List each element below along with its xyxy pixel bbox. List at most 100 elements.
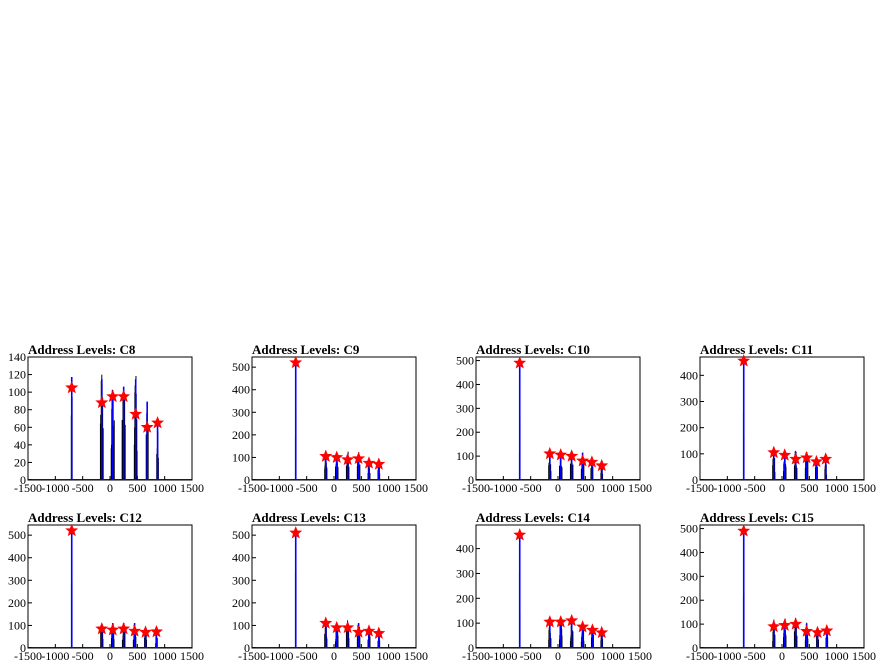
x-tick-label: 1000	[601, 649, 625, 663]
x-tick-label: 1500	[404, 481, 428, 495]
chart-panel-7: Address Levels: C15 -1500 -1000 -500 0 500 100…	[680, 510, 876, 663]
histogram-peak	[742, 530, 745, 648]
y-tick-label: 60	[14, 420, 26, 434]
y-tick-label: 100	[8, 385, 26, 399]
y-tick-label: 100	[456, 449, 474, 463]
y-tick-label: 400	[8, 551, 26, 565]
histogram-peak	[600, 463, 604, 480]
x-tick-label: -1500	[686, 649, 714, 663]
x-tick-label: -1500	[238, 481, 266, 495]
y-tick-label: 500	[680, 522, 698, 536]
x-tick-label: 500	[800, 481, 818, 495]
x-tick-label: -1000	[265, 481, 293, 495]
peak-marker	[800, 450, 814, 464]
x-tick-label: -1000	[265, 649, 293, 663]
panel-title: Address Levels: C13	[252, 510, 366, 525]
x-tick-label: 500	[128, 481, 146, 495]
peak-marker	[106, 389, 120, 403]
y-tick-label: 80	[14, 403, 26, 417]
histogram-peak	[569, 456, 574, 480]
y-tick-label: 500	[232, 528, 250, 542]
peak-marker	[330, 450, 344, 463]
y-tick-label: 20	[14, 455, 26, 469]
histogram-peak	[294, 532, 297, 648]
histogram-peak	[110, 389, 115, 480]
x-tick-label: -500	[520, 649, 542, 663]
chart-panel-6: Address Levels: C14 -1500 -1000 -500 0 500 100…	[456, 510, 652, 663]
y-tick-label: 200	[8, 596, 26, 610]
y-tick-label: 100	[680, 617, 698, 631]
peak-marker	[319, 616, 333, 629]
peak-marker	[150, 625, 163, 638]
histogram-peak	[121, 386, 126, 480]
histogram-peak	[569, 619, 574, 648]
peak-marker	[513, 528, 527, 541]
plot-frame	[699, 356, 865, 481]
x-tick-label: 1500	[628, 481, 652, 495]
panel-title: Address Levels: C10	[476, 342, 590, 357]
panel-title: Address Levels: C14	[476, 510, 590, 525]
y-tick-label: 400	[680, 368, 698, 382]
peak-marker	[565, 449, 579, 462]
x-tick-label: 0	[555, 481, 561, 495]
x-tick-label: 0	[331, 649, 337, 663]
x-tick-label: -500	[72, 481, 94, 495]
x-tick-label: -1000	[713, 481, 741, 495]
x-tick-label: 1000	[377, 649, 401, 663]
chart-panel-0: Address Levels: C8-1500 -1000 -500 0 500 1000…	[8, 342, 204, 495]
x-tick-label: 1000	[825, 481, 849, 495]
x-tick-label: 0	[107, 649, 113, 663]
peak-marker	[819, 452, 833, 465]
y-tick-label: 0	[244, 473, 250, 487]
y-tick-label: 200	[232, 596, 250, 610]
x-tick-label: 0	[331, 481, 337, 495]
peak-marker	[341, 620, 355, 634]
y-tick-label: 400	[456, 542, 474, 556]
plot-frame	[475, 356, 641, 481]
peak-marker	[117, 621, 131, 635]
panel-title: Address Levels: C12	[28, 510, 142, 525]
peak-marker	[585, 623, 599, 636]
plot-frame	[475, 524, 641, 649]
y-tick-label: 40	[14, 438, 26, 452]
x-tick-label: 500	[576, 649, 594, 663]
peak-marker	[737, 354, 751, 367]
y-tick-label: 200	[232, 428, 250, 442]
x-tick-label: -1000	[713, 649, 741, 663]
y-tick-label: 200	[680, 421, 698, 435]
x-tick-label: 1500	[180, 649, 204, 663]
x-tick-label: -1500	[14, 481, 42, 495]
peak-marker	[513, 356, 527, 369]
histogram-peak	[70, 376, 73, 480]
x-tick-label: 1000	[601, 481, 625, 495]
histogram-peak	[121, 623, 126, 648]
y-tick-label: 120	[8, 368, 26, 382]
peak-marker	[289, 526, 303, 539]
peak-marker	[767, 445, 781, 459]
histogram-peak	[133, 375, 138, 480]
x-tick-label: 1500	[404, 649, 428, 663]
y-tick-label: 300	[680, 569, 698, 583]
y-tick-label: 100	[8, 618, 26, 632]
peak-marker	[789, 617, 803, 630]
chart-panel-4: Address Levels: C12 -1500 -1000 -500 0 500 100…	[8, 510, 204, 663]
x-tick-label: 1500	[852, 481, 876, 495]
y-tick-label: 100	[456, 616, 474, 630]
plot-frame	[27, 356, 193, 481]
histogram-peak	[324, 456, 328, 480]
x-tick-label: -500	[296, 481, 318, 495]
y-tick-label: 400	[680, 545, 698, 559]
peak-marker	[140, 420, 154, 433]
chart-panel-1: Address Levels: C9-1500 -1000 -500 0 500 1000…	[232, 342, 428, 495]
x-tick-label: -1000	[489, 481, 517, 495]
peak-marker	[789, 452, 803, 465]
peak-marker	[95, 395, 109, 409]
peak-marker	[352, 625, 366, 638]
y-tick-label: 0	[20, 473, 26, 487]
chart-panel-3: Address Levels: C11 -1500 -1000 -500 0 500 100…	[680, 342, 876, 495]
y-tick-label: 300	[680, 394, 698, 408]
y-tick-label: 200	[456, 591, 474, 605]
x-tick-label: -1500	[238, 649, 266, 663]
histogram-peak	[742, 360, 745, 480]
